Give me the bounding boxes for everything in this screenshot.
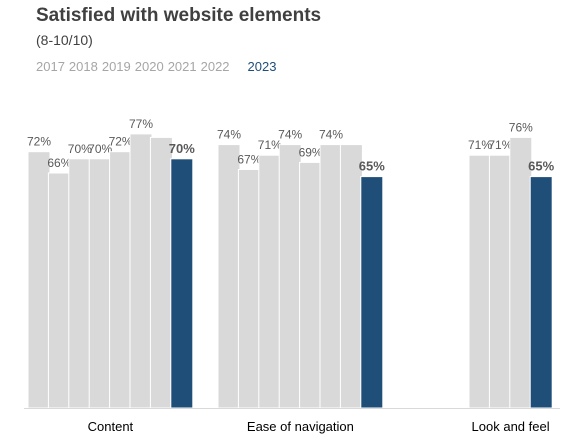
bar-content-2020-3 — [88, 158, 112, 409]
bar-content-2017-0 — [27, 151, 51, 409]
bar-ease-of-navigation-2019-2 — [258, 154, 282, 409]
bar-content-2021-4 — [109, 151, 133, 409]
bar-look-and-feel-2022-1 — [488, 154, 512, 409]
bar-ease-of-navigation-2021-4 — [299, 161, 323, 409]
data-label: 71% — [258, 138, 282, 152]
data-label: 72% — [27, 135, 51, 149]
legend-item-2018: 2018 — [68, 59, 98, 74]
bar-ease-of-navigation-2023-current — [360, 176, 384, 409]
bar-look-and-feel-2023-current — [529, 176, 553, 409]
bar-content-2019-2 — [68, 158, 92, 409]
bar-ease-of-navigation-2023-6 — [339, 144, 363, 409]
bar-content-2018-1 — [47, 172, 71, 409]
data-label: 70% — [68, 142, 92, 156]
bar-content-2022-5 — [129, 133, 153, 409]
legend-item-2017: 2017 — [36, 59, 65, 74]
legend-item-2023: 2023 — [247, 59, 277, 74]
data-label: 70% — [169, 141, 195, 156]
data-label: 67% — [237, 153, 261, 167]
chart-title: Satisfied with website elements — [36, 5, 322, 26]
category-label: Content — [88, 419, 134, 434]
bar-ease-of-navigation-2022-5 — [319, 144, 343, 409]
bar-look-and-feel-2023-2 — [509, 136, 533, 409]
data-label: 70% — [88, 142, 112, 156]
data-label: 65% — [359, 159, 385, 174]
bar-look-and-feel-2021-0 — [468, 154, 492, 409]
data-label: 76% — [509, 120, 533, 134]
bar-ease-of-navigation-2020-3 — [278, 144, 302, 409]
bar-content-2023-6 — [149, 136, 173, 409]
legend-item-2019: 2019 — [101, 59, 131, 74]
data-label: 66% — [47, 156, 71, 170]
legend-item-2020: 2020 — [134, 59, 164, 74]
chart-subtitle: (8-10/10) — [36, 32, 93, 48]
bar-ease-of-navigation-2017-0 — [217, 144, 241, 409]
data-label: 77% — [129, 117, 153, 131]
data-label: 74% — [319, 128, 343, 142]
data-label: 74% — [217, 128, 241, 142]
category-label: Look and feel — [472, 419, 550, 434]
data-label: 71% — [488, 138, 512, 152]
data-label: 72% — [109, 135, 133, 149]
bar-ease-of-navigation-2018-1 — [237, 169, 261, 409]
legend-item-2021: 2021 — [167, 59, 197, 74]
data-label: 74% — [278, 128, 302, 142]
category-label: Ease of navigation — [247, 419, 354, 434]
data-label: 69% — [299, 145, 323, 159]
legend: 2017 2018 2019 2020 2021 2022 2023 — [36, 59, 280, 74]
legend-item-2022: 2022 — [200, 59, 230, 74]
data-label: 65% — [528, 159, 554, 174]
bar-content-2023-current — [170, 158, 194, 409]
data-label: 71% — [468, 138, 492, 152]
